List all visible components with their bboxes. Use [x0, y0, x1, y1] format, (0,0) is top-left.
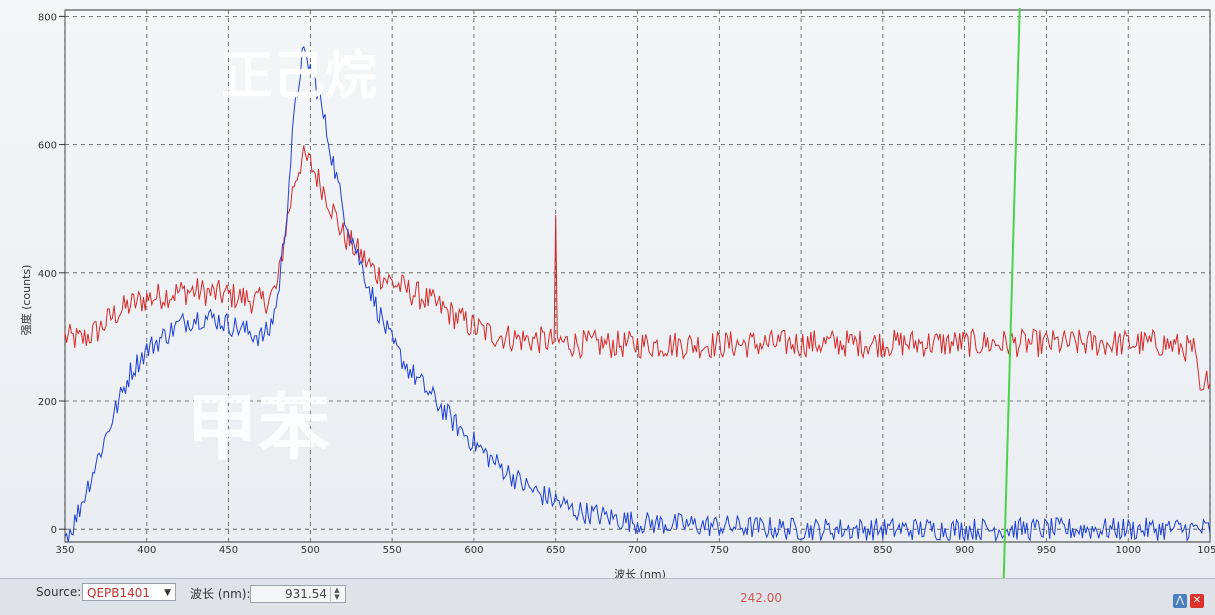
- source-label: Source:: [36, 585, 82, 599]
- source-select[interactable]: QEPB1401 ▼: [82, 583, 176, 601]
- annotation-hexane: 正己烷: [221, 46, 377, 106]
- y-tick-label: 600: [38, 141, 57, 152]
- wavelength-value: 931.54: [285, 587, 327, 601]
- x-tick-label: 700: [628, 545, 647, 556]
- x-tick-label: 350: [55, 545, 74, 556]
- plot-background: [0, 0, 1215, 580]
- peak-icon[interactable]: ⋀: [1173, 594, 1187, 608]
- y-tick-label: 800: [38, 12, 57, 23]
- y-axis-label: 强度 (counts): [19, 265, 33, 336]
- x-axis-label: 波长 (nm): [614, 568, 666, 580]
- series-line-hexane: [64, 145, 1211, 391]
- x-tick-label: 900: [955, 545, 974, 556]
- annotation-toluene: 甲苯: [186, 385, 330, 469]
- x-tick-label: 750: [710, 545, 729, 556]
- x-tick-label: 950: [1037, 545, 1056, 556]
- spectrum-plot-area[interactable]: 350 400 450 500 550 600 650 700 750 800 850 900 950 1…: [0, 0, 1215, 581]
- spectrum-chart[interactable]: 350 400 450 500 550 600 650 700 750 800 850 900 950 1…: [0, 0, 1215, 581]
- x-tick-label: 550: [383, 545, 402, 556]
- chevron-down-icon: ▼: [164, 588, 171, 598]
- series-line-toluene: [64, 45, 1211, 543]
- y-tick-label: 400: [38, 269, 57, 280]
- grid: [64, 10, 1211, 542]
- x-tick-label: 500: [301, 545, 320, 556]
- close-icon[interactable]: ✕: [1190, 594, 1204, 608]
- y-tick-label: 200: [38, 397, 57, 408]
- series-group: [64, 45, 1211, 543]
- y-tick-label: 0: [51, 525, 57, 536]
- x-tick-label: 450: [219, 545, 238, 556]
- x-tick-label: 600: [464, 545, 483, 556]
- source-value: QEPB1401: [87, 586, 151, 600]
- x-tick-label: 800: [792, 545, 811, 556]
- wavelength-label: 波长 (nm):: [190, 587, 251, 601]
- center-readout: 242.00: [740, 591, 782, 605]
- status-bar: Source: QEPB1401 ▼ 波长 (nm): 931.54 ▲ ▼ 24…: [0, 578, 1215, 615]
- wavelength-cursor[interactable]: [1002, 7, 1021, 579]
- x-tick-label: 400: [137, 545, 156, 556]
- x-tick-label: 1000: [1115, 545, 1140, 556]
- spinner-arrows-icon[interactable]: ▲ ▼: [330, 587, 343, 601]
- x-tick-label: 850: [873, 545, 892, 556]
- axis-ticks: 350 400 450 500 550 600 650 700 750 800 850 900 950 1…: [38, 12, 1215, 556]
- x-tick-label: 650: [546, 545, 565, 556]
- wavelength-input[interactable]: 931.54 ▲ ▼: [250, 585, 346, 603]
